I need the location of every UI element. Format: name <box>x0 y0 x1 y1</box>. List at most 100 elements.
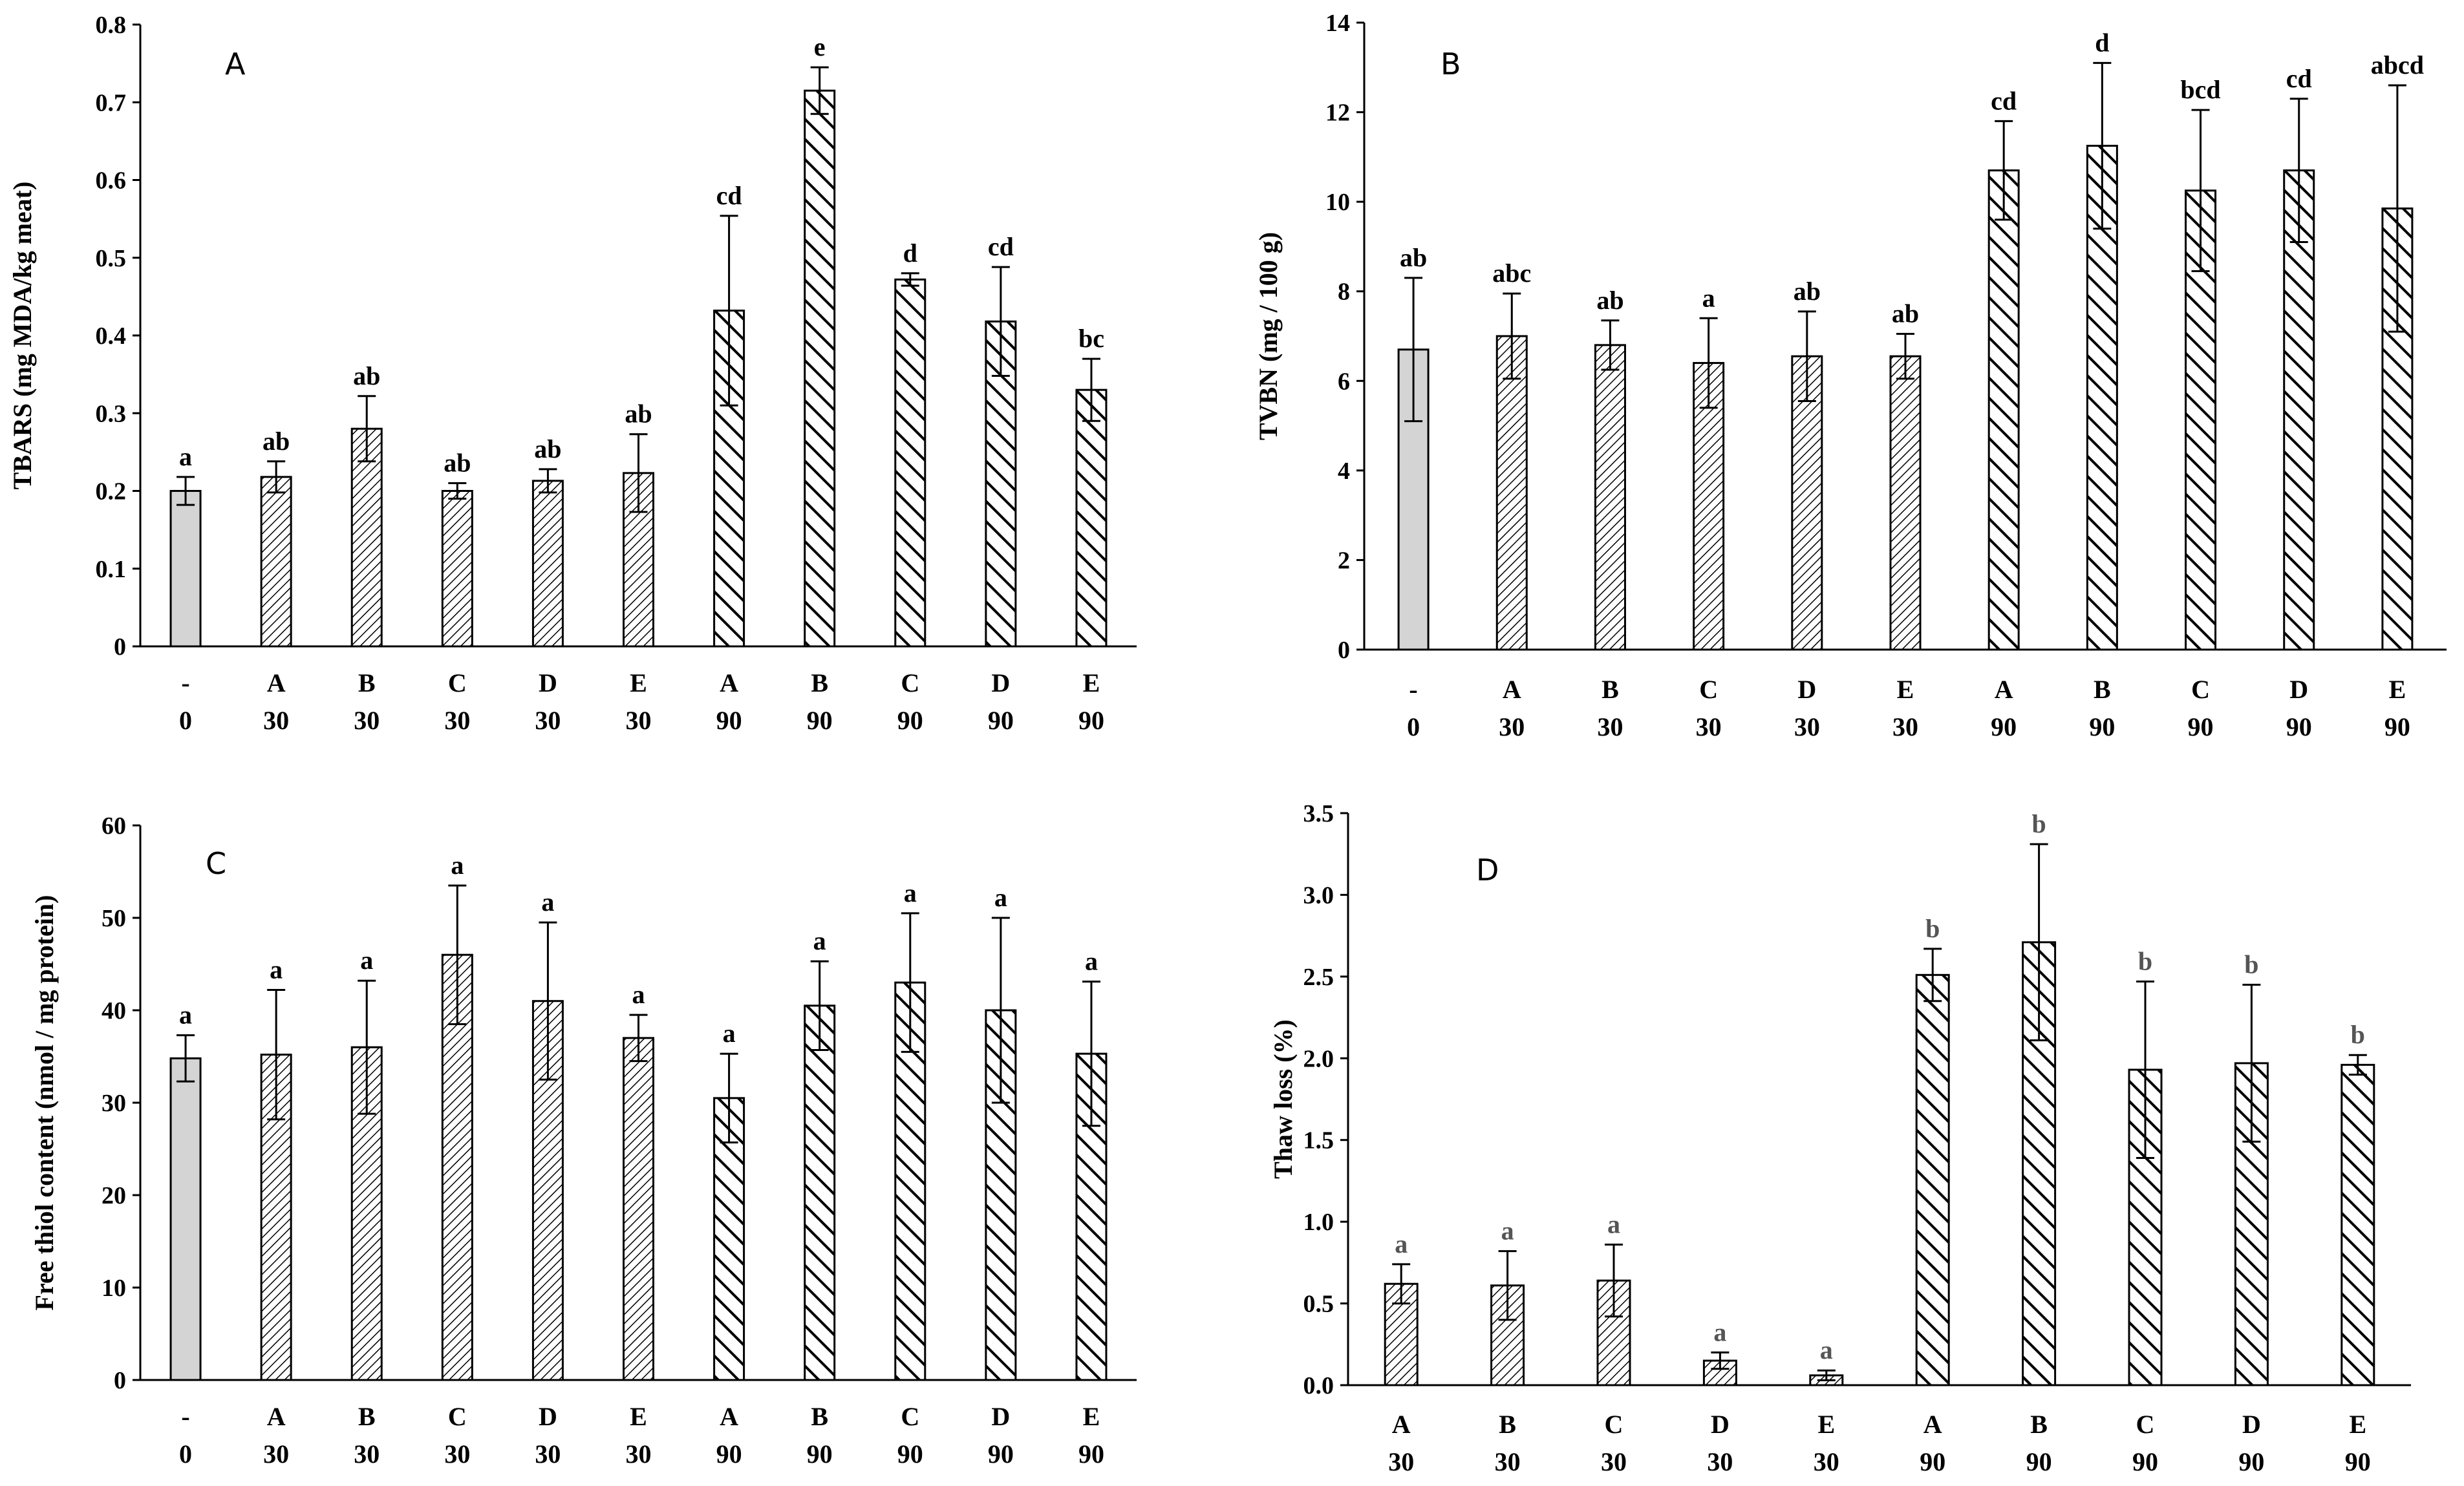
y-tick-label: 1.5 <box>1303 1127 1334 1154</box>
significance-letter: a <box>632 980 645 1009</box>
bar <box>804 89 836 648</box>
x-category-day: 0 <box>1407 712 1420 741</box>
x-category-day: 90 <box>2286 712 2312 741</box>
significance-letter: ab <box>1892 299 1919 328</box>
x-category-treatment: D <box>539 668 557 697</box>
x-category-day: 90 <box>2238 1447 2264 1476</box>
x-category-treatment: C <box>448 1402 467 1431</box>
x-category-day: 30 <box>1814 1447 1839 1476</box>
x-category-day: 30 <box>1499 712 1525 741</box>
significance-letter: a <box>1501 1216 1514 1246</box>
significance-letter: d <box>2095 28 2109 57</box>
significance-letter: d <box>903 239 917 268</box>
x-category-treatment: E <box>2389 675 2406 704</box>
x-category-day: 90 <box>2089 712 2115 741</box>
x-category-day: 30 <box>263 1439 289 1469</box>
y-tick-label: 12 <box>1325 100 1350 127</box>
x-category-treatment: E <box>1817 1410 1835 1439</box>
x-category-day: 90 <box>2384 712 2410 741</box>
bar <box>1889 355 1922 651</box>
significance-letter: b <box>2138 946 2152 975</box>
bar <box>894 278 927 648</box>
significance-letter: a <box>1085 947 1098 976</box>
panel-a-label: A <box>225 47 246 81</box>
x-category-day: 30 <box>1794 712 1820 741</box>
x-category-treatment: C <box>1605 1410 1623 1439</box>
y-tick-label: 8 <box>1338 279 1350 306</box>
x-category-day: 30 <box>535 1439 561 1469</box>
x-category-day: 90 <box>1078 1439 1104 1469</box>
x-category-day: 0 <box>179 706 192 735</box>
y-axis-title: Free thiol content (nmol / mg protein) <box>30 895 59 1311</box>
significance-letter: ab <box>625 399 652 429</box>
x-category-day: 30 <box>354 706 380 735</box>
y-tick-label: 10 <box>102 1275 126 1302</box>
bar <box>1075 388 1108 648</box>
y-tick-label: 0.1 <box>96 556 127 583</box>
x-category-treatment: A <box>1392 1410 1411 1439</box>
x-category-treatment: B <box>811 1402 828 1431</box>
x-category-day: 90 <box>897 706 923 735</box>
significance-letter: a <box>541 887 554 917</box>
significance-letter: a <box>179 1001 192 1030</box>
x-category-treatment: A <box>720 1402 738 1431</box>
significance-letter: abc <box>1492 259 1531 288</box>
significance-letter: a <box>813 926 826 955</box>
y-tick-label: 14 <box>1325 10 1350 37</box>
panel-d-label: D <box>1476 853 1499 887</box>
bar <box>531 480 564 648</box>
significance-letter: b <box>2351 1020 2365 1049</box>
x-category-treatment: C <box>901 668 919 697</box>
x-category-treatment: A <box>720 668 738 697</box>
significance-letter: ab <box>262 427 290 456</box>
panel-b-chart: B 0 2 4 6 8 10 12 14 TVBN (mg / 100 g) ab - 0 abc A 30… <box>1254 10 2447 741</box>
y-tick-label: 4 <box>1338 458 1350 485</box>
bar <box>169 1057 202 1381</box>
bar <box>1693 362 1725 651</box>
x-category-treatment: E <box>1083 668 1100 697</box>
significance-letter: a <box>904 878 917 908</box>
panel-c-label: C <box>206 846 226 881</box>
x-category-treatment: B <box>358 668 376 697</box>
x-category-treatment: B <box>1602 675 1619 704</box>
bar <box>1791 355 1823 651</box>
bar <box>2283 169 2315 651</box>
y-tick-label: 2 <box>1338 547 1350 574</box>
y-tick-label: 20 <box>102 1182 126 1209</box>
x-category-treatment: C <box>2136 1410 2155 1439</box>
bar <box>1987 169 2020 651</box>
x-category-treatment: D <box>2289 675 2308 704</box>
y-tick-label: 0.8 <box>96 12 127 39</box>
y-tick-label: 40 <box>102 997 126 1024</box>
x-category-day: 90 <box>2132 1447 2158 1476</box>
panel-c-chart: C 0 10 20 30 40 50 60 Free thiol content (nmol … <box>30 812 1137 1469</box>
y-tick-label: 2.5 <box>1303 964 1334 991</box>
significance-letter: ab <box>534 434 561 463</box>
x-category-day: 90 <box>2345 1447 2371 1476</box>
x-category-treatment: D <box>991 668 1010 697</box>
x-category-treatment: B <box>358 1402 376 1431</box>
x-category-day: 90 <box>2026 1447 2052 1476</box>
y-tick-label: 0.2 <box>96 478 127 505</box>
significance-letter: ab <box>1400 243 1427 272</box>
x-category-day: 30 <box>263 706 289 735</box>
y-tick-label: 50 <box>102 905 126 932</box>
x-category-day: 90 <box>2188 712 2214 741</box>
x-category-treatment: E <box>630 1402 647 1431</box>
significance-letter: ab <box>1596 286 1623 315</box>
x-category-day: 90 <box>807 706 833 735</box>
significance-letter: a <box>1607 1210 1620 1239</box>
bar <box>169 490 202 648</box>
bar <box>441 490 473 648</box>
x-category-day: 30 <box>1696 712 1722 741</box>
significance-letter: cd <box>988 232 1014 261</box>
y-tick-label: 0.7 <box>96 89 127 116</box>
x-category-day: 90 <box>988 706 1014 735</box>
significance-letter: ab <box>353 361 380 390</box>
x-category-day: 90 <box>807 1439 833 1469</box>
y-tick-label: 0.4 <box>96 323 127 350</box>
y-tick-label: 3.5 <box>1303 800 1334 827</box>
significance-letter: a <box>723 1019 736 1048</box>
y-tick-label: 6 <box>1338 368 1350 395</box>
